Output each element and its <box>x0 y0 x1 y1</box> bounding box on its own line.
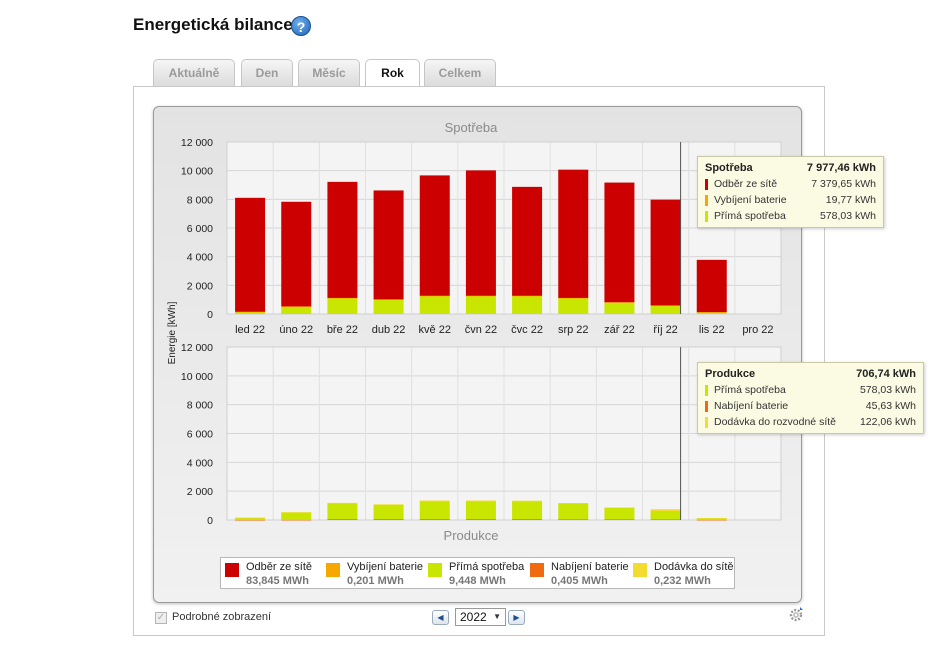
tooltip-row-value: 19,77 kWh <box>825 194 876 206</box>
tooltip-row-value: 45,63 kWh <box>865 400 916 412</box>
page-title: Energetická bilance <box>133 15 293 34</box>
tooltip-row-value: 578,03 kWh <box>819 210 876 222</box>
year-value: 2022 <box>460 610 487 624</box>
tooltip-row-value: 578,03 kWh <box>859 384 916 396</box>
tooltip-row-label: Odběr ze sítě <box>714 178 778 190</box>
arrow-right-icon: ▶ <box>513 613 520 622</box>
tab-year[interactable]: Rok <box>365 59 420 88</box>
legend-value: 83,845 MWh <box>246 575 309 587</box>
legend-item-battery-charge[interactable]: Nabíjení baterie 0,405 MWh <box>530 560 630 588</box>
legend-swatch <box>326 563 340 577</box>
tab-day[interactable]: Den <box>241 59 293 86</box>
gear-icon[interactable] <box>789 606 805 622</box>
legend-item-battery-discharge[interactable]: Vybíjení baterie 0,201 MWh <box>326 560 426 588</box>
tooltip-total: 7 977,46 kWh <box>806 162 876 174</box>
detail-view-checkbox[interactable]: ✓ <box>155 612 167 624</box>
legend-swatch <box>530 563 544 577</box>
tooltip-swatch <box>705 179 708 190</box>
tooltip-swatch <box>705 211 708 222</box>
tooltip-row-label: Nabíjení baterie <box>714 400 789 412</box>
tooltip-total: 706,74 kWh <box>856 368 916 380</box>
legend-value: 0,232 MWh <box>654 575 711 587</box>
tooltip-swatch <box>705 417 708 428</box>
tab-total[interactable]: Celkem <box>424 59 496 86</box>
tab-month[interactable]: Měsíc <box>298 59 360 86</box>
legend-swatch <box>633 563 647 577</box>
tooltip-swatch <box>705 195 708 206</box>
legend-swatch <box>428 563 442 577</box>
detail-view-label: Podrobné zobrazení <box>172 611 272 623</box>
tooltip-row-value: 122,06 kWh <box>859 416 916 428</box>
chart-legend: Odběr ze sítě 83,845 MWh Vybíjení baterie… <box>220 557 735 589</box>
tooltip-row-label: Vybíjení baterie <box>714 194 787 206</box>
tooltip-title: Produkce <box>705 368 756 380</box>
legend-swatch <box>225 563 239 577</box>
legend-value: 9,448 MWh <box>449 575 506 587</box>
tab-current[interactable]: Aktuálně <box>153 59 235 86</box>
tooltip-row-label: Přímá spotřeba <box>714 384 786 396</box>
legend-value: 0,201 MWh <box>347 575 404 587</box>
tooltip-title: Spotřeba <box>705 162 753 174</box>
chevron-down-icon: ▼ <box>493 612 501 621</box>
legend-item-grid-feed[interactable]: Dodávka do sítě 0,232 MWh <box>633 560 734 588</box>
legend-item-direct-use[interactable]: Přímá spotřeba 9,448 MWh <box>428 560 528 588</box>
tooltip-row-label: Dodávka do rozvodné sítě <box>714 416 836 428</box>
tooltip-swatch <box>705 401 708 412</box>
next-year-button[interactable]: ▶ <box>508 610 525 625</box>
legend-name: Vybíjení baterie <box>347 561 424 573</box>
legend-name: Přímá spotřeba <box>449 561 525 573</box>
production-tooltip: Produkce 706,74 kWh Přímá spotřeba 578,03 … <box>697 362 924 434</box>
legend-name: Nabíjení baterie <box>551 561 629 573</box>
arrow-left-icon: ◀ <box>437 613 444 622</box>
consumption-tooltip: Spotřeba 7 977,46 kWh Odběr ze sítě 7 379,… <box>697 156 884 228</box>
help-icon[interactable]: ? <box>291 16 311 36</box>
legend-value: 0,405 MWh <box>551 575 608 587</box>
tooltip-row-value: 7 379,65 kWh <box>811 178 876 190</box>
legend-name: Dodávka do sítě <box>654 561 734 573</box>
legend-name: Odběr ze sítě <box>246 561 313 573</box>
tooltip-swatch <box>705 385 708 396</box>
legend-item-grid-draw[interactable]: Odběr ze sítě 83,845 MWh <box>225 560 325 588</box>
prev-year-button[interactable]: ◀ <box>432 610 449 625</box>
year-select[interactable]: 2022 ▼ <box>455 608 506 626</box>
tooltip-row-label: Přímá spotřeba <box>714 210 786 222</box>
